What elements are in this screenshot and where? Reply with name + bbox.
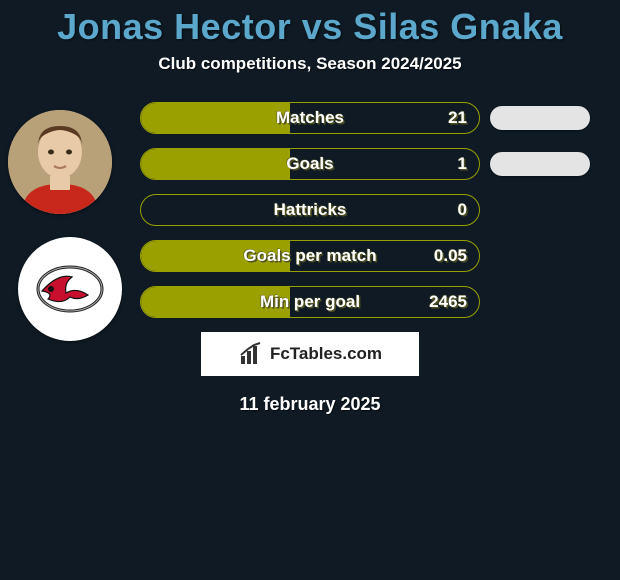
player1-avatar-svg xyxy=(8,110,112,214)
stat-bar: Hattricks0 xyxy=(140,194,480,226)
comparison-pill xyxy=(490,106,590,130)
stat-bar: Goals per match0.05 xyxy=(140,240,480,272)
stat-value: 1 xyxy=(458,149,467,179)
brand-icon xyxy=(238,341,264,367)
stat-label: Matches xyxy=(141,103,479,133)
stat-label: Goals per match xyxy=(141,241,479,271)
team-logo-svg xyxy=(34,253,106,325)
stat-row: Matches21 xyxy=(140,102,600,134)
stat-bar: Goals1 xyxy=(140,148,480,180)
stat-label: Hattricks xyxy=(141,195,479,225)
stat-value: 2465 xyxy=(429,287,467,317)
stat-row: Goals per match0.05 xyxy=(140,240,600,272)
player1-avatar xyxy=(8,110,112,214)
date-text: 11 february 2025 xyxy=(0,394,620,415)
stat-bar: Min per goal2465 xyxy=(140,286,480,318)
brand-text: FcTables.com xyxy=(270,344,382,364)
page-title: Jonas Hector vs Silas Gnaka xyxy=(0,0,620,54)
page-subtitle: Club competitions, Season 2024/2025 xyxy=(0,54,620,74)
stat-bar: Matches21 xyxy=(140,102,480,134)
player2-avatar xyxy=(18,237,122,341)
stat-value: 0 xyxy=(458,195,467,225)
content-area: Matches21 Goals1 Hattricks0 Goals per match… xyxy=(0,102,620,318)
stat-row: Hattricks0 xyxy=(140,194,600,226)
stat-rows: Matches21 Goals1 Hattricks0 Goals per match… xyxy=(140,102,600,318)
stat-value: 0.05 xyxy=(434,241,467,271)
stat-value: 21 xyxy=(448,103,467,133)
stat-row: Min per goal2465 xyxy=(140,286,600,318)
brand-box: FcTables.com xyxy=(201,332,419,376)
comparison-pill xyxy=(490,152,590,176)
stat-label: Goals xyxy=(141,149,479,179)
stat-row: Goals1 xyxy=(140,148,600,180)
